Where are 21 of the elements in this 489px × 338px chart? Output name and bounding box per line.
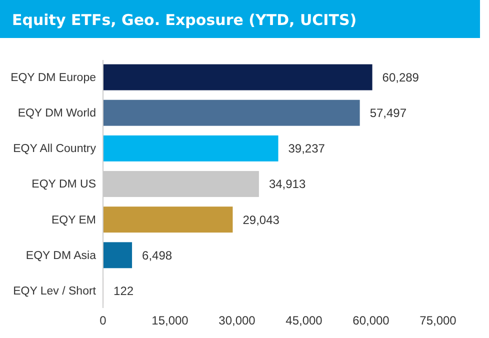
y-tick-label: EQY All Country (13, 143, 96, 156)
chart-title: Equity ETFs, Geo. Exposure (YTD, UCITS) (12, 11, 357, 29)
y-tick-label: EQY DM World (18, 108, 96, 120)
y-tick-label: EQY DM Europe (10, 72, 96, 84)
data-label: 57,497 (370, 106, 407, 120)
y-tick-label: EQY DM Asia (26, 250, 97, 262)
data-label: 60,289 (382, 70, 420, 84)
x-tick-label: 45,000 (286, 314, 323, 328)
x-tick-label: 75,000 (420, 314, 457, 328)
data-label: 29,043 (242, 212, 280, 227)
y-tick-label: EQY Lev / Short (13, 285, 97, 298)
data-label: 6,498 (142, 248, 172, 262)
x-tick-label: 60,000 (352, 314, 390, 328)
data-label: 39,237 (288, 142, 326, 156)
data-label: 34,913 (268, 177, 306, 192)
y-tick-label: EQY EM (51, 214, 96, 226)
data-label: 122 (114, 284, 134, 298)
y-tick-label: EQY DM US (32, 178, 96, 191)
x-tick-label: 0 (100, 314, 107, 328)
x-tick-label: 15,000 (152, 314, 189, 328)
x-tick-label: 30,000 (218, 314, 256, 328)
